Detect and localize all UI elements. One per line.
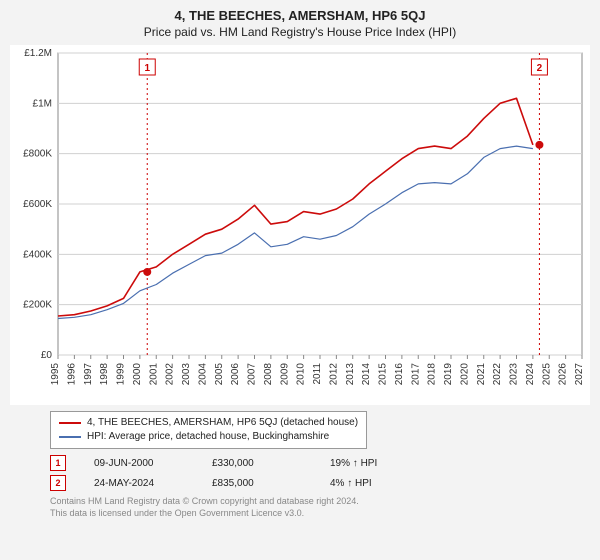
svg-text:2010: 2010 — [296, 363, 307, 386]
legend-item: 4, THE BEECHES, AMERSHAM, HP6 5QJ (detac… — [59, 416, 358, 430]
svg-text:2016: 2016 — [394, 363, 405, 386]
svg-text:2008: 2008 — [263, 363, 274, 386]
legend-label: 4, THE BEECHES, AMERSHAM, HP6 5QJ (detac… — [87, 416, 358, 430]
svg-text:2003: 2003 — [181, 363, 192, 386]
svg-text:£1.2M: £1.2M — [24, 48, 52, 59]
svg-text:2009: 2009 — [279, 363, 290, 386]
marker-delta: 4% ↑ HPI — [330, 478, 420, 489]
legend-swatch — [59, 436, 81, 438]
svg-text:2004: 2004 — [197, 363, 208, 386]
svg-text:2021: 2021 — [476, 363, 487, 386]
svg-text:2015: 2015 — [378, 363, 389, 386]
legend-swatch — [59, 422, 81, 424]
footer-line: This data is licensed under the Open Gov… — [50, 507, 590, 519]
svg-text:£600K: £600K — [23, 199, 52, 210]
svg-text:1: 1 — [144, 63, 150, 74]
chart-subtitle: Price paid vs. HM Land Registry's House … — [10, 25, 590, 39]
svg-text:£800K: £800K — [23, 149, 52, 160]
svg-text:2013: 2013 — [345, 363, 356, 386]
svg-text:2020: 2020 — [459, 363, 470, 386]
svg-text:2019: 2019 — [443, 363, 454, 386]
svg-text:£0: £0 — [41, 350, 53, 361]
legend: 4, THE BEECHES, AMERSHAM, HP6 5QJ (detac… — [50, 411, 367, 449]
svg-text:2023: 2023 — [509, 363, 520, 386]
marker-date: 24-MAY-2024 — [94, 478, 184, 489]
svg-text:2: 2 — [537, 63, 543, 74]
svg-text:2014: 2014 — [361, 363, 372, 386]
svg-text:2024: 2024 — [525, 363, 536, 386]
marker-table: 1 09-JUN-2000 £330,000 19% ↑ HPI 2 24-MA… — [50, 455, 590, 491]
svg-text:1998: 1998 — [99, 363, 110, 386]
marker-delta: 19% ↑ HPI — [330, 458, 420, 469]
svg-text:2000: 2000 — [132, 363, 143, 386]
marker-badge: 2 — [50, 475, 66, 491]
marker-row: 2 24-MAY-2024 £835,000 4% ↑ HPI — [50, 475, 590, 491]
svg-text:£1M: £1M — [33, 98, 52, 109]
svg-text:1999: 1999 — [116, 363, 127, 386]
marker-price: £835,000 — [212, 478, 302, 489]
marker-price: £330,000 — [212, 458, 302, 469]
footer: Contains HM Land Registry data © Crown c… — [50, 495, 590, 519]
svg-text:2022: 2022 — [492, 363, 503, 386]
chart-title: 4, THE BEECHES, AMERSHAM, HP6 5QJ — [10, 8, 590, 23]
svg-text:2011: 2011 — [312, 363, 323, 385]
svg-text:1997: 1997 — [83, 363, 94, 386]
svg-text:£200K: £200K — [23, 300, 52, 311]
legend-label: HPI: Average price, detached house, Buck… — [87, 430, 329, 444]
svg-text:2002: 2002 — [165, 363, 176, 386]
chart-container: 4, THE BEECHES, AMERSHAM, HP6 5QJ Price … — [0, 0, 600, 560]
svg-text:2025: 2025 — [541, 363, 552, 386]
line-chart-svg: £0 £200K £400K £600K £800K £1M £1.2M 1995 1996 19… — [10, 45, 590, 405]
marker-date: 09-JUN-2000 — [94, 458, 184, 469]
svg-text:2007: 2007 — [247, 363, 258, 386]
footer-line: Contains HM Land Registry data © Crown c… — [50, 495, 590, 507]
svg-text:2026: 2026 — [558, 363, 569, 386]
chart-area: £0 £200K £400K £600K £800K £1M £1.2M 1995 1996 19… — [10, 45, 590, 405]
svg-text:1995: 1995 — [50, 363, 61, 386]
svg-text:2027: 2027 — [574, 363, 585, 386]
svg-text:2006: 2006 — [230, 363, 241, 386]
svg-text:2001: 2001 — [148, 363, 159, 386]
marker-badge: 1 — [50, 455, 66, 471]
svg-text:2012: 2012 — [328, 363, 339, 386]
svg-text:2005: 2005 — [214, 363, 225, 386]
marker-row: 1 09-JUN-2000 £330,000 19% ↑ HPI — [50, 455, 590, 471]
svg-text:1996: 1996 — [66, 363, 77, 386]
legend-item: HPI: Average price, detached house, Buck… — [59, 430, 358, 444]
svg-text:2017: 2017 — [410, 363, 421, 386]
svg-text:£400K: £400K — [23, 249, 52, 260]
svg-text:2018: 2018 — [427, 363, 438, 386]
